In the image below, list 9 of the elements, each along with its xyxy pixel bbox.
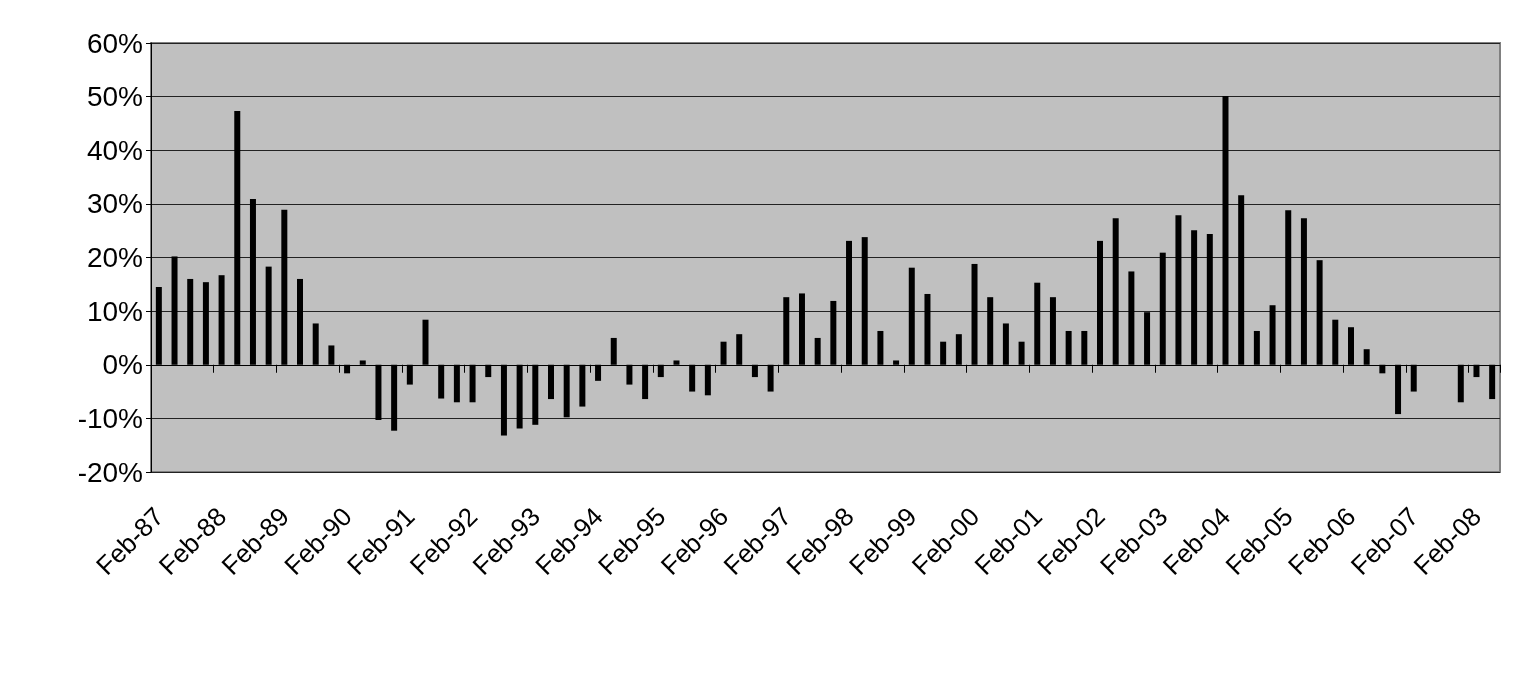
y-tick-label: 60% <box>86 27 143 59</box>
y-tick-label: 50% <box>86 81 143 113</box>
y-tick-label: -10% <box>77 402 143 434</box>
y-tick-label: 40% <box>86 134 143 166</box>
y-tick-label: -20% <box>77 456 143 488</box>
y-tick-label: 10% <box>86 295 143 327</box>
y-tick-label: 20% <box>86 242 143 273</box>
y-tick-label: 0% <box>102 349 143 381</box>
y-tick-label: 30% <box>86 188 143 220</box>
